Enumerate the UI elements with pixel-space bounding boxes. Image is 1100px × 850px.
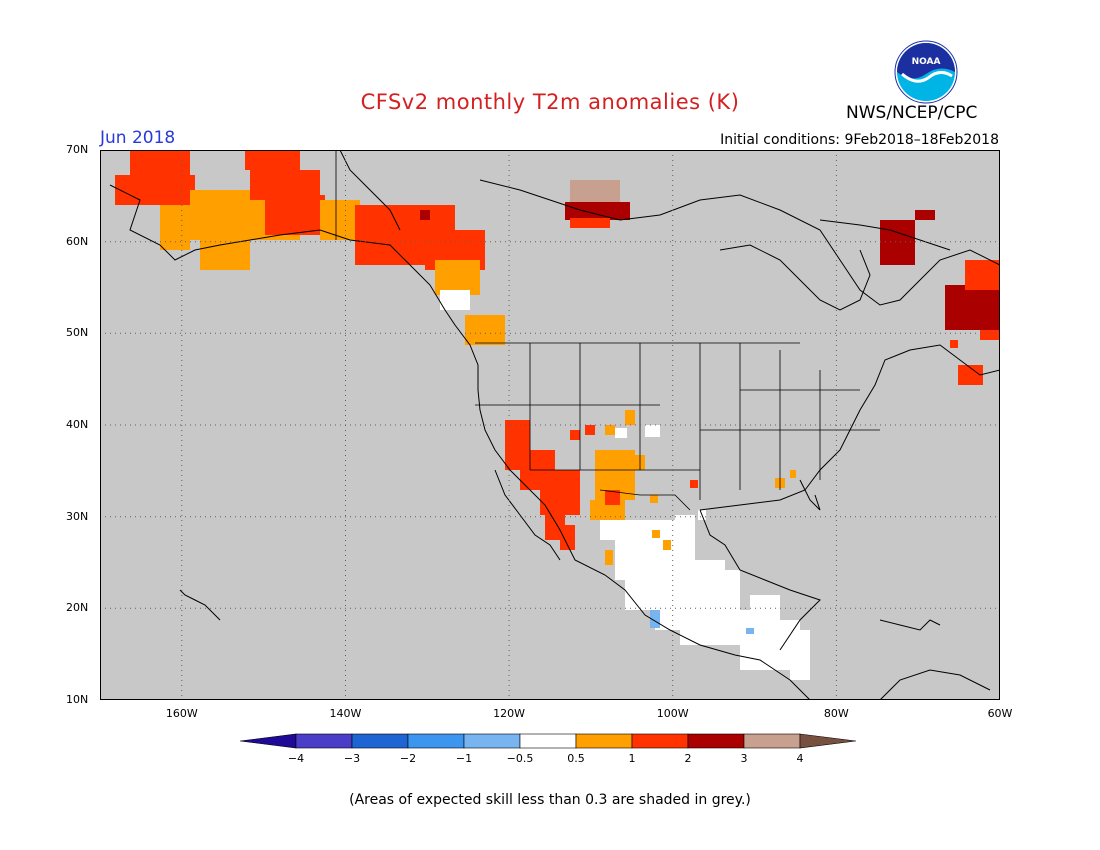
forecast-month: Jun 2018	[100, 128, 176, 148]
skill-note: (Areas of expected skill less than 0.3 a…	[349, 792, 751, 808]
lon-tick-140W: 140W	[329, 707, 362, 720]
anomaly-mexico	[600, 510, 810, 680]
legend-label: 3	[741, 752, 748, 765]
lat-lon-grid	[100, 150, 1000, 700]
legend-swatch	[631, 733, 689, 749]
lon-tick-100W: 100W	[656, 707, 689, 720]
agency-label: NWS/NCEP/CPC	[846, 103, 978, 123]
anomaly-alaska	[115, 150, 505, 345]
lat-tick-40N: 40N	[66, 418, 89, 431]
legend-swatch	[463, 733, 521, 749]
legend-swatch	[351, 733, 409, 749]
lat-tick-30N: 30N	[66, 509, 89, 523]
coastlines	[109, 150, 1000, 700]
anomaly-nwt	[565, 180, 630, 228]
legend-label: 2	[685, 752, 692, 765]
map-title: CFSv2 monthly T2m anomalies (K)	[360, 90, 740, 114]
legend-label: 4	[797, 752, 804, 765]
legend-swatch	[407, 733, 465, 749]
lat-tick-50N: 50N	[66, 326, 89, 340]
legend-swatch	[519, 733, 577, 749]
legend-label: −0.5	[507, 752, 534, 765]
legend-label: −3	[344, 752, 360, 765]
lat-tick-10N: 10N	[66, 693, 89, 706]
legend-label: 0.5	[567, 752, 585, 765]
legend-label: −1	[456, 752, 472, 765]
lon-tick-160W: 160W	[165, 707, 198, 720]
legend-swatch	[687, 733, 745, 749]
noaa-logo-text: NOAA	[912, 57, 941, 67]
map-frame	[100, 150, 1000, 700]
legend-arrow-high	[799, 733, 857, 749]
legend-swatch	[295, 733, 353, 749]
anomaly-map	[100, 150, 1000, 700]
lon-tick-80W: 80W	[823, 707, 849, 720]
anomaly-east-canada	[880, 210, 1000, 385]
legend-arrow-low	[239, 733, 297, 749]
initial-conditions: Initial conditions: 9Feb2018–18Feb2018	[720, 132, 999, 148]
noaa-logo: NOAA	[894, 40, 958, 104]
lon-tick-120W: 120W	[493, 707, 526, 720]
lon-tick-60W: 60W	[987, 707, 1013, 720]
legend-swatch	[743, 733, 801, 749]
legend-label: 1	[629, 752, 636, 765]
lat-tick-20N: 20N	[66, 601, 89, 615]
legend-label: −2	[400, 752, 416, 765]
lat-tick-60N: 60N	[66, 234, 89, 248]
color-legend: −4 −3 −2 −1 −0.5 0.5 1 2 3 4	[239, 733, 857, 765]
legend-label: −4	[288, 752, 304, 765]
legend-swatch	[575, 733, 633, 749]
lat-tick-70N: 70N	[66, 143, 89, 156]
